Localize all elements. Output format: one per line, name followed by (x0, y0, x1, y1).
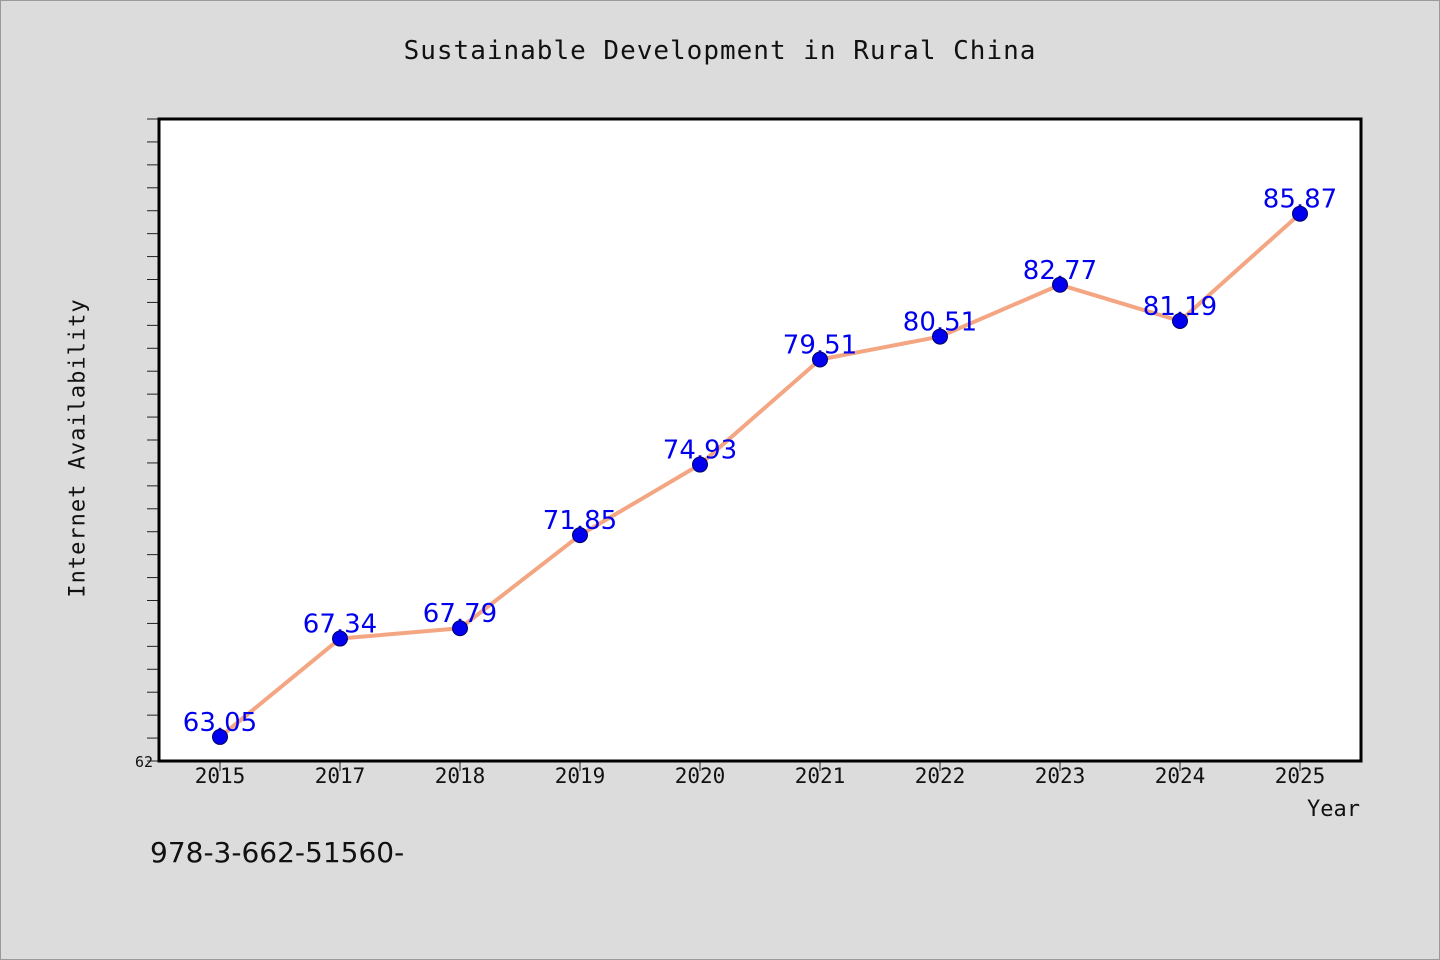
x-tick-label: 2015 (195, 764, 246, 788)
data-point (572, 527, 588, 544)
data-point (692, 456, 708, 473)
data-point (1052, 276, 1068, 293)
plot-area (159, 119, 1361, 761)
data-point (332, 630, 348, 647)
x-axis-title: Year (1307, 797, 1360, 822)
x-tick-label: 2019 (555, 764, 606, 788)
data-point (812, 351, 828, 368)
data-point (1172, 313, 1188, 330)
plot-frame (157, 117, 1363, 763)
data-point (452, 620, 468, 637)
data-point (1292, 205, 1308, 222)
y-tick-label: 62 (135, 753, 153, 771)
x-tick-label: 2017 (315, 764, 366, 788)
footer-code-text: 978-3-662-51560- (150, 836, 405, 869)
x-tick-label: 2023 (1035, 764, 1086, 788)
data-point (932, 328, 948, 345)
x-tick-label: 2021 (795, 764, 846, 788)
x-tick-label: 2022 (915, 764, 966, 788)
x-tick-label: 2020 (675, 764, 726, 788)
series-line (218, 211, 1302, 739)
chart-title: Sustainable Development in Rural China (403, 36, 1037, 66)
data-point (212, 728, 228, 745)
x-tick-label: 2018 (435, 764, 486, 788)
x-tick-label: 2024 (1155, 764, 1206, 788)
x-tick-label: 2025 (1275, 764, 1326, 788)
